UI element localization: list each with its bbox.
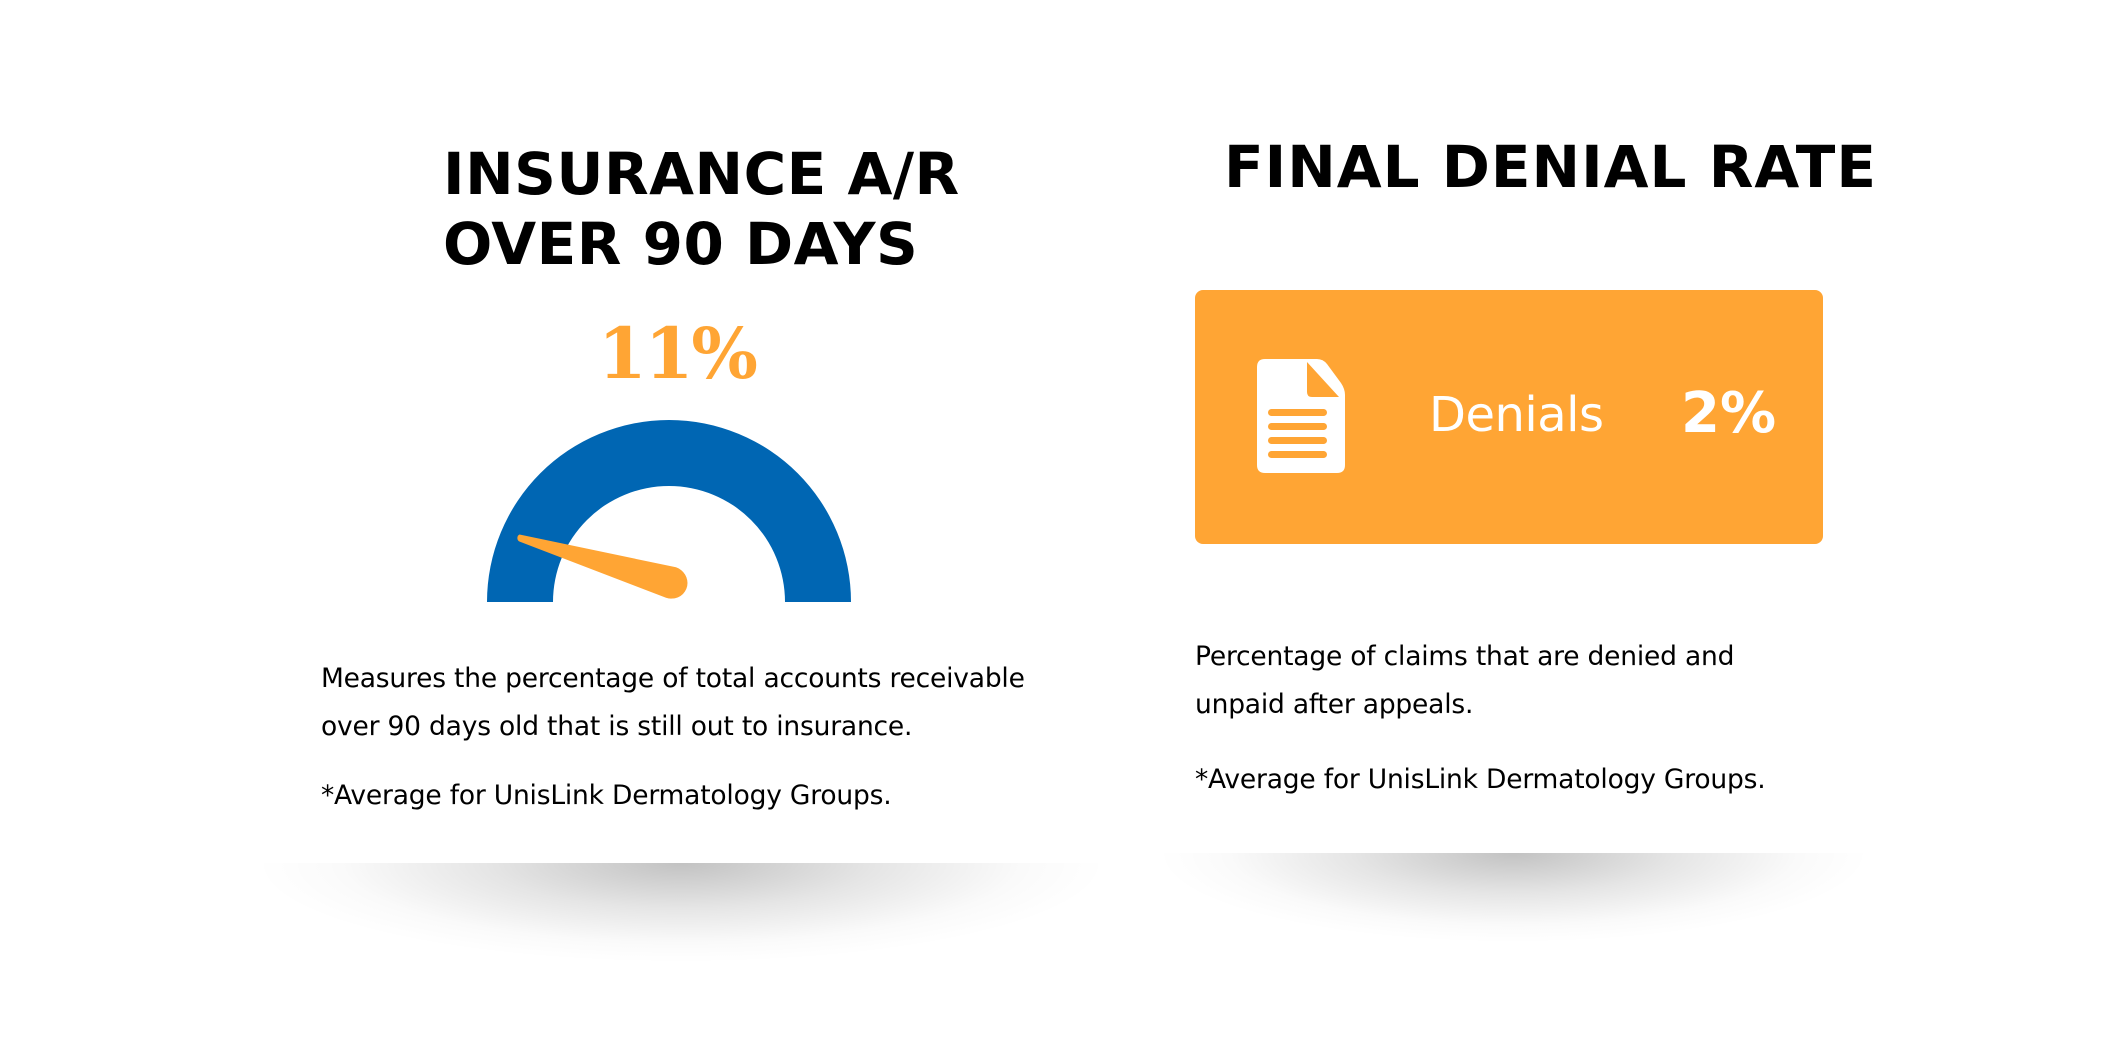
title-line-2: OVER 90 DAYS — [443, 210, 919, 278]
insurance-ar-value: 11% — [598, 312, 758, 395]
title-line-1: INSURANCE A/R — [443, 140, 960, 208]
document-icon — [1257, 359, 1345, 473]
insurance-ar-description: Measures the percentage of total account… — [321, 655, 1025, 751]
description-line-2: over 90 days old that is still out to in… — [321, 711, 913, 742]
final-denial-rate-description: Percentage of claims that are denied and… — [1195, 633, 1734, 729]
card-shadow — [255, 863, 1107, 963]
denials-label: Denials — [1429, 387, 1604, 443]
final-denial-rate-title: FINAL DENIAL RATE — [1224, 133, 1877, 201]
speedometer-gauge-icon — [487, 420, 851, 602]
gauge-hub — [656, 567, 688, 599]
insurance-ar-title: INSURANCE A/R OVER 90 DAYS — [443, 139, 960, 279]
insurance-ar-footnote: *Average for UnisLink Dermatology Groups… — [321, 780, 892, 811]
denials-value: 2% — [1681, 381, 1777, 446]
description-line-1: Percentage of claims that are denied and — [1195, 641, 1735, 672]
description-line-1: Measures the percentage of total account… — [321, 663, 1025, 694]
card-shadow — [1157, 853, 1870, 943]
description-line-2: unpaid after appeals. — [1195, 689, 1474, 720]
gauge-arc — [487, 420, 851, 602]
denials-stat-box: Denials 2% — [1195, 290, 1823, 544]
gauge-needle — [517, 534, 688, 599]
final-denial-rate-footnote: *Average for UnisLink Dermatology Groups… — [1195, 764, 1766, 795]
